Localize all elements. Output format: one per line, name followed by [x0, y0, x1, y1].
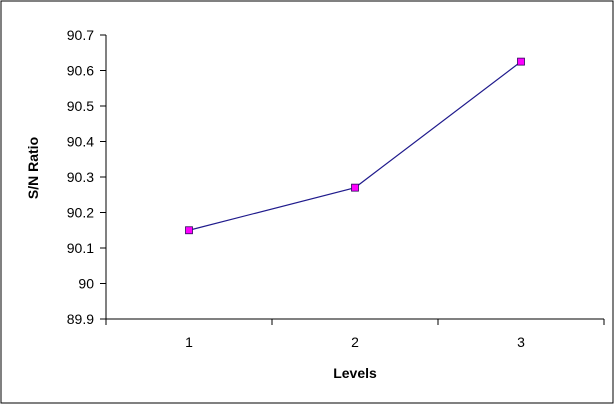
y-tick-label: 89.9 — [67, 311, 94, 327]
x-tick-label: 1 — [185, 334, 193, 350]
y-axis-title: S/N Ratio — [25, 137, 41, 199]
x-tick-label: 2 — [351, 334, 359, 350]
x-axis-title: Levels — [333, 365, 377, 381]
y-tick-label: 90.5 — [67, 98, 94, 114]
x-tick-label: 3 — [517, 334, 525, 350]
y-tick-label: 90 — [78, 276, 94, 292]
data-point-marker — [351, 183, 359, 192]
data-point-marker — [185, 226, 193, 235]
y-tick-label: 90.6 — [67, 63, 94, 79]
y-tick-label: 90.3 — [67, 169, 94, 185]
y-tick-label: 90.7 — [67, 27, 94, 43]
y-tick-label: 90.4 — [67, 134, 94, 150]
y-tick-label: 90.1 — [67, 240, 94, 256]
y-tick-label: 90.2 — [67, 205, 94, 221]
data-point-marker — [517, 57, 525, 66]
